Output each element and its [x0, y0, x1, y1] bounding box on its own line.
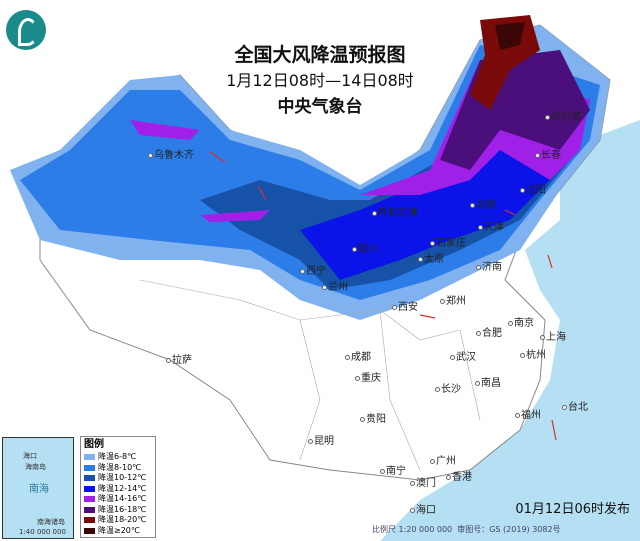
legend: 图例 降温6-8℃ 降温8-10℃ 降温10-12℃ 降温12-14℃ 降温14-16℃… — [80, 436, 156, 538]
legend-label: 降温12-14℃ — [98, 483, 147, 493]
city-label: 福州 — [515, 410, 541, 422]
city-label: 郑州 — [440, 296, 466, 308]
legend-swatch — [84, 464, 95, 471]
city-label: 长沙 — [435, 384, 461, 396]
city-label: 呼和浩特 — [372, 208, 418, 220]
legend-label: 降温10-12℃ — [98, 473, 147, 483]
legend-item: 降温6-8℃ — [84, 452, 152, 463]
city-label: 海口 — [410, 505, 436, 517]
legend-title: 图例 — [84, 439, 104, 450]
legend-swatch — [84, 454, 95, 461]
city-label: 贵阳 — [360, 414, 386, 426]
map-title: 全国大风降温预报图 — [234, 44, 406, 66]
city-label: 乌鲁木齐 — [148, 150, 194, 162]
cooling-ge-20 — [495, 22, 525, 50]
city-label: 济南 — [476, 262, 502, 274]
city-label: 天津 — [478, 222, 504, 234]
city-label: 石家庄 — [430, 238, 466, 250]
legend-label: 降温8-10℃ — [98, 462, 142, 472]
issue-time: 01月12日06时发布 — [515, 502, 630, 517]
legend-swatch — [84, 527, 95, 534]
province-borders — [139, 279, 481, 471]
legend-swatch — [84, 506, 95, 513]
legend-item: 降温8-10℃ — [84, 463, 152, 474]
map-approval-number: 审图号：GS (2019) 3082号 — [457, 525, 561, 534]
legend-swatch — [84, 485, 95, 492]
south-china-sea-inset: 海口 海南岛 南海 南海诸岛 1:40 000 000 — [2, 437, 74, 539]
agency-name: 中央气象台 — [277, 97, 363, 117]
legend-item: 降温10-12℃ — [84, 473, 152, 484]
city-label: 澳门 — [410, 478, 436, 490]
city-label: 兰州 — [322, 282, 348, 294]
sea-east — [380, 120, 640, 541]
cma-logo — [6, 10, 46, 50]
city-label: 南昌 — [475, 378, 501, 390]
city-label: 台北 — [562, 402, 588, 414]
legend-item: 降温14-16℃ — [84, 494, 152, 505]
legend-label: 降温18-20℃ — [98, 515, 147, 525]
city-label: 杭州 — [520, 350, 546, 362]
forecast-period: 1月12日08时—14日08时 — [226, 71, 414, 90]
city-label: 合肥 — [476, 328, 502, 340]
inset-label: 南海诸岛 — [37, 518, 65, 526]
scale-and-map-number: 比例尺 1:20 000 000 审图号：GS (2019) 3082号 — [372, 525, 561, 535]
legend-swatch — [84, 475, 95, 482]
legend-item: 降温12-14℃ — [84, 484, 152, 495]
legend-item: 降温≥20℃ — [84, 526, 152, 537]
inset-scale: 1:40 000 000 — [19, 528, 66, 536]
city-label: 沈阳 — [520, 185, 546, 197]
legend-label: 降温≥20℃ — [98, 525, 140, 535]
city-label: 西宁 — [300, 266, 326, 278]
legend-item: 降温18-20℃ — [84, 515, 152, 526]
map-scale: 比例尺 1:20 000 000 — [372, 525, 453, 534]
city-label: 昆明 — [308, 436, 334, 448]
city-label: 香港 — [446, 472, 472, 484]
city-label: 哈尔滨 — [545, 112, 581, 124]
city-label: 南宁 — [380, 466, 406, 478]
city-label: 重庆 — [355, 373, 381, 385]
city-label: 武汉 — [450, 352, 476, 364]
city-label: 长春 — [535, 150, 561, 162]
legend-swatch — [84, 496, 95, 503]
inset-label: 南海 — [29, 484, 49, 495]
city-label: 广州 — [430, 456, 456, 468]
city-label: 太原 — [418, 254, 444, 266]
wind-barbs — [209, 151, 557, 441]
legend-label: 降温6-8℃ — [98, 452, 137, 462]
legend-label: 降温16-18℃ — [98, 504, 147, 514]
inset-label: 海南岛 — [25, 463, 46, 471]
legend-item: 降温16-18℃ — [84, 505, 152, 516]
city-label: 银川 — [352, 244, 378, 256]
cooling-18-20 — [470, 15, 540, 110]
city-label: 西安 — [392, 302, 418, 314]
inset-label: 海口 — [23, 452, 37, 460]
city-label: 南京 — [508, 318, 534, 330]
legend-swatch — [84, 517, 95, 524]
city-label: 上海 — [540, 332, 566, 344]
legend-label: 降温14-16℃ — [98, 494, 147, 504]
city-label: 北京 — [470, 200, 496, 212]
city-label: 拉萨 — [166, 355, 192, 367]
city-label: 成都 — [345, 352, 371, 364]
